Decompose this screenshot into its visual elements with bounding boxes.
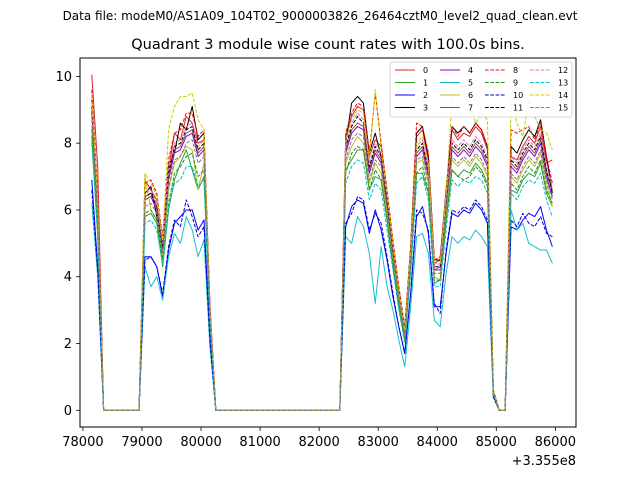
legend-label-4: 4: [468, 66, 473, 75]
y-tick-label: 2: [64, 337, 72, 352]
legend-label-10: 10: [513, 91, 523, 100]
legend-label-0: 0: [423, 66, 428, 75]
legend-label-12: 12: [558, 66, 568, 75]
y-tick-label: 8: [64, 137, 72, 152]
chart-suptitle: Data file: modeM0/AS1A09_104T02_90000038…: [63, 9, 578, 23]
legend-label-15: 15: [558, 104, 568, 113]
y-tick-label: 4: [64, 270, 72, 285]
legend-label-11: 11: [513, 104, 523, 113]
x-tick-label: 80000: [180, 435, 221, 450]
y-axis: 0 2 4 6 8 10: [55, 70, 80, 419]
x-tick-label: 86000: [535, 435, 576, 450]
legend-label-5: 5: [468, 79, 473, 88]
y-tick-label: 0: [64, 404, 72, 419]
series-line-14: [91, 89, 553, 411]
x-axis: 78000 79000 80000 81000 82000 83000 84000 85000…: [62, 427, 576, 450]
x-tick-label: 83000: [358, 435, 399, 450]
x-offset-label: +3.355e8: [512, 454, 576, 469]
series-line-13: [91, 143, 553, 411]
legend-label-9: 9: [513, 79, 518, 88]
legend-label-13: 13: [558, 79, 568, 88]
x-tick-label: 82000: [298, 435, 339, 450]
legend-label-8: 8: [513, 66, 518, 75]
legend-label-3: 3: [423, 104, 428, 113]
chart-title: Quadrant 3 module wise count rates with …: [131, 37, 525, 53]
series-layer: [91, 74, 553, 411]
legend-box: [389, 61, 573, 118]
series-line-15: [91, 119, 553, 411]
legend-label-1: 1: [423, 79, 428, 88]
x-tick-label: 78000: [62, 435, 103, 450]
y-tick-label: 6: [64, 203, 72, 218]
x-tick-label: 84000: [417, 435, 458, 450]
plot-frame: [79, 57, 577, 428]
x-tick-label: 81000: [239, 435, 280, 450]
x-tick-label: 79000: [121, 435, 162, 450]
legend-label-2: 2: [423, 91, 428, 100]
legend-label-7: 7: [468, 104, 473, 113]
legend-label-6: 6: [468, 91, 473, 100]
x-tick-label: 85000: [476, 435, 517, 450]
legend-label-14: 14: [558, 91, 568, 100]
y-tick-label: 10: [55, 70, 72, 85]
